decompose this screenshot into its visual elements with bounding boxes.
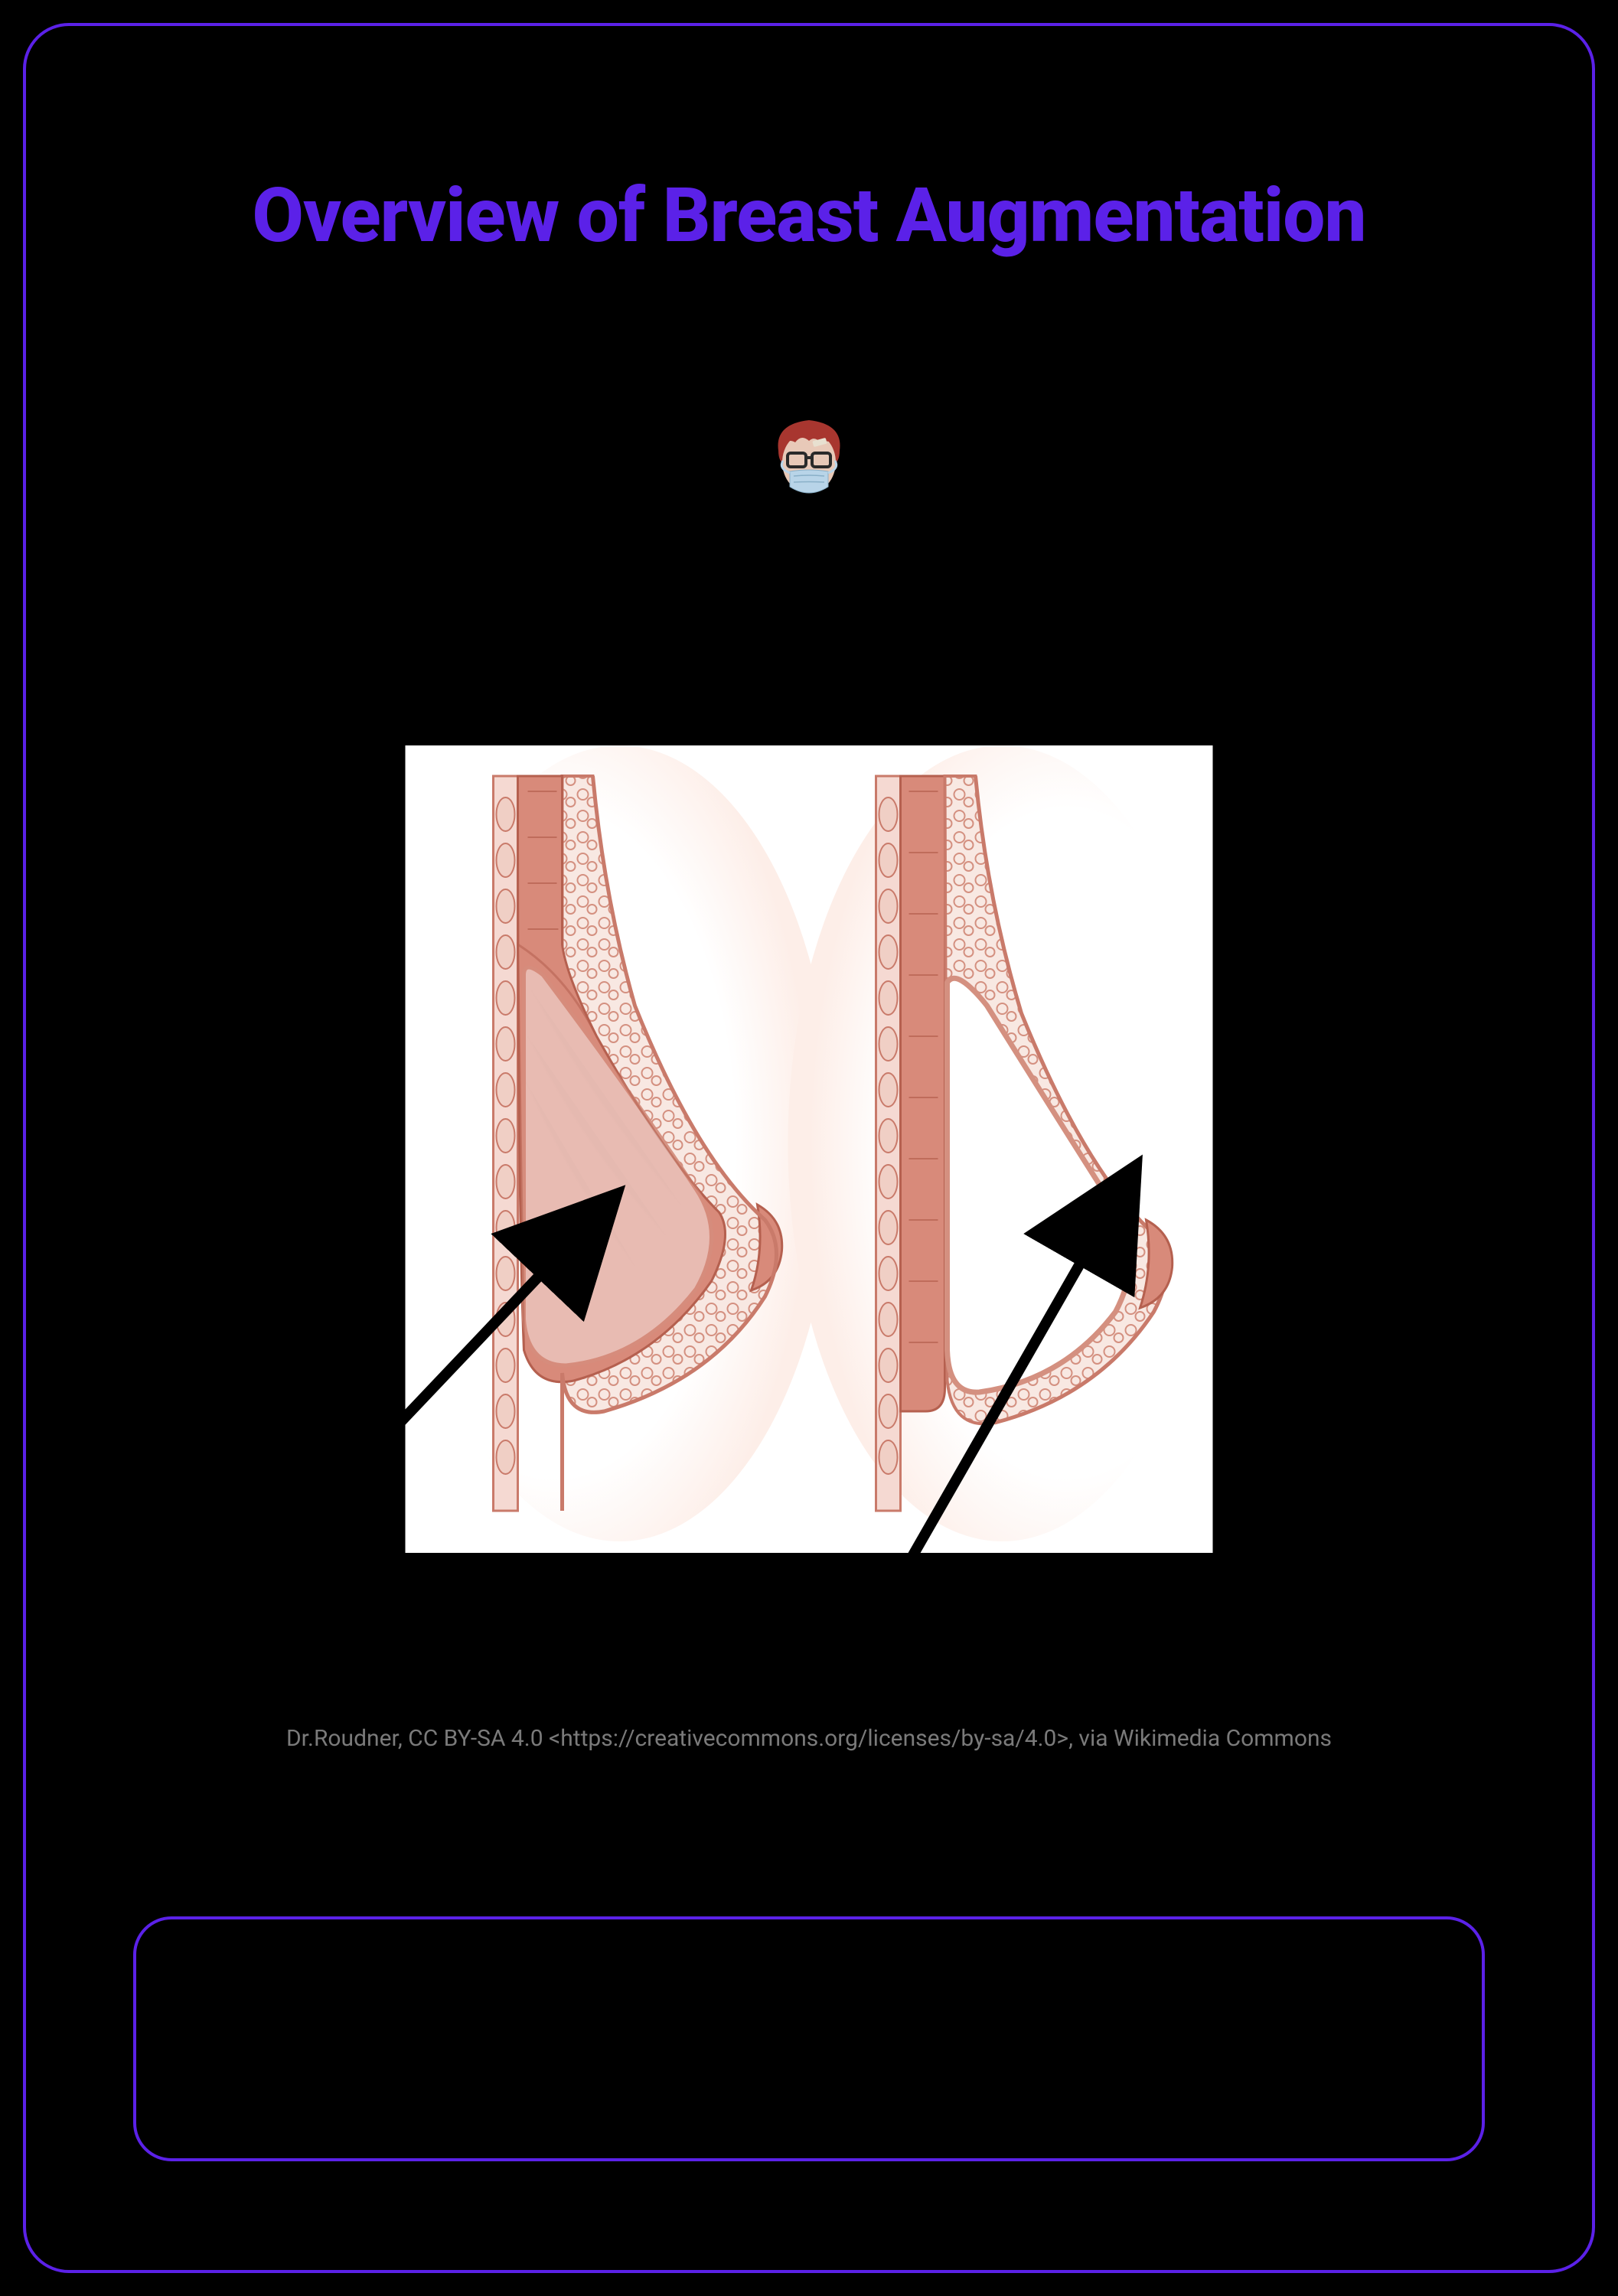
page-title: Overview of Breast Augmentation: [26, 171, 1592, 259]
author-avatar: [755, 409, 863, 516]
medical-diagram: [406, 745, 1213, 1553]
image-attribution: Dr.Roudner, CC BY-SA 4.0 <https://creati…: [26, 1725, 1592, 1752]
diagram-svg: [406, 745, 1213, 1553]
outer-frame: Overview of Breast Augmentation: [23, 23, 1595, 2273]
avatar-icon: [755, 409, 863, 516]
content-box: [133, 1916, 1485, 2161]
